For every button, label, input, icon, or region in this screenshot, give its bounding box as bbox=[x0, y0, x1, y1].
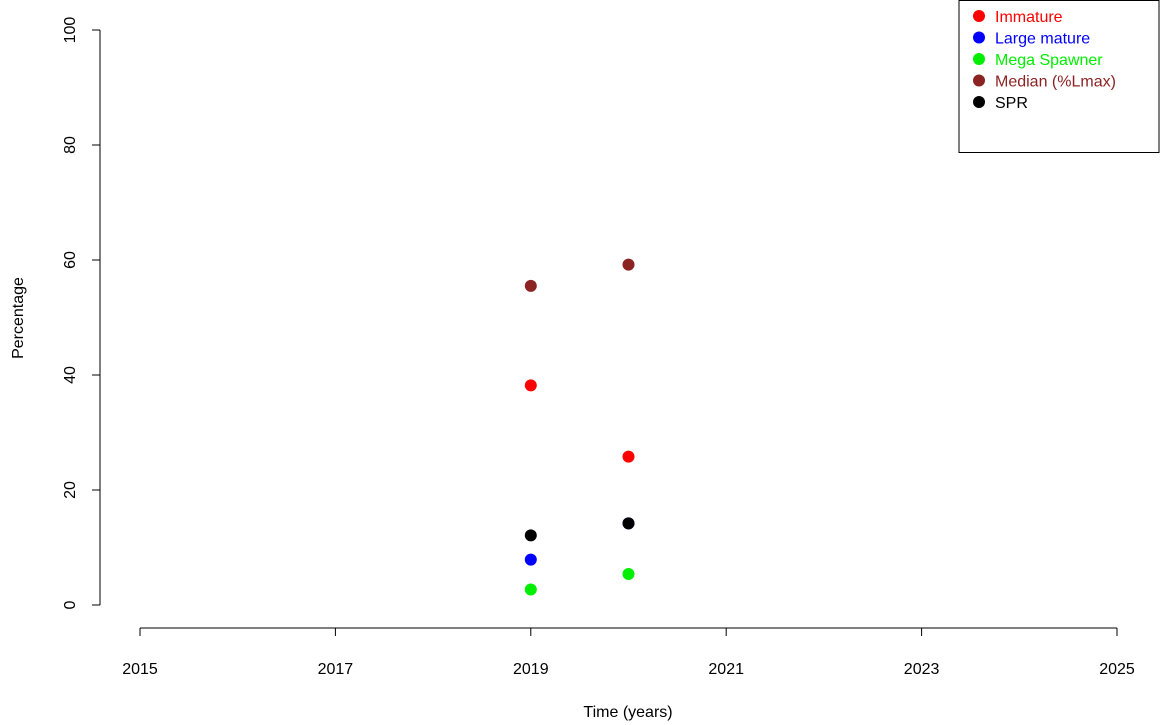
legend-entry: Median (%Lmax) bbox=[995, 74, 1116, 91]
x-tick-label: 2021 bbox=[708, 661, 744, 678]
legend-entry: SPR bbox=[995, 95, 1028, 112]
legend-entry: Immature bbox=[995, 9, 1063, 26]
legend-entry: Mega Spawner bbox=[995, 52, 1103, 69]
y-tick-label: 60 bbox=[62, 251, 79, 269]
x-tick-label: 2015 bbox=[122, 661, 158, 678]
legend-marker bbox=[973, 96, 985, 108]
legend-marker bbox=[973, 31, 985, 44]
legend-marker bbox=[973, 10, 985, 22]
data-point bbox=[622, 258, 635, 271]
x-tick-label: 2025 bbox=[1099, 661, 1135, 678]
legend: Immature Large mature Mega Spawner Median (… bbox=[958, 0, 1160, 153]
x-tick-label: 2017 bbox=[318, 661, 354, 678]
y-axis-label: Percentage bbox=[10, 277, 27, 359]
x-axis: 2015 2017 2019 2021 2023 2025 bbox=[122, 627, 1135, 678]
legend-marker bbox=[973, 53, 985, 65]
x-tick-label: 2019 bbox=[513, 661, 549, 678]
data-points bbox=[524, 258, 635, 596]
y-tick-label: 40 bbox=[62, 366, 79, 384]
y-tick-label: 80 bbox=[62, 136, 79, 154]
data-point bbox=[622, 517, 635, 530]
data-point bbox=[524, 379, 537, 392]
y-tick-label: 0 bbox=[62, 600, 79, 609]
legend-entry: Large mature bbox=[995, 31, 1090, 48]
y-tick-label: 20 bbox=[62, 481, 79, 499]
x-axis-label: Time (years) bbox=[583, 704, 672, 721]
x-tick-label: 2023 bbox=[904, 661, 940, 678]
y-axis: 0 20 40 60 80 100 bbox=[62, 17, 101, 609]
legend-marker bbox=[973, 74, 985, 87]
data-point bbox=[524, 279, 537, 292]
legend-box bbox=[958, 0, 1160, 153]
data-point bbox=[622, 450, 635, 463]
y-tick-label: 100 bbox=[62, 17, 79, 44]
data-point bbox=[524, 583, 537, 596]
data-point bbox=[524, 553, 537, 566]
data-point bbox=[524, 529, 537, 542]
data-point bbox=[622, 567, 635, 580]
